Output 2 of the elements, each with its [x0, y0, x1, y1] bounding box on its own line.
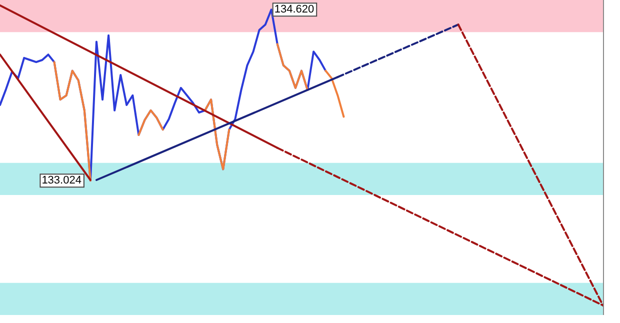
annotation: 133.024 [42, 174, 82, 187]
annotation: 134.620 [274, 4, 314, 16]
